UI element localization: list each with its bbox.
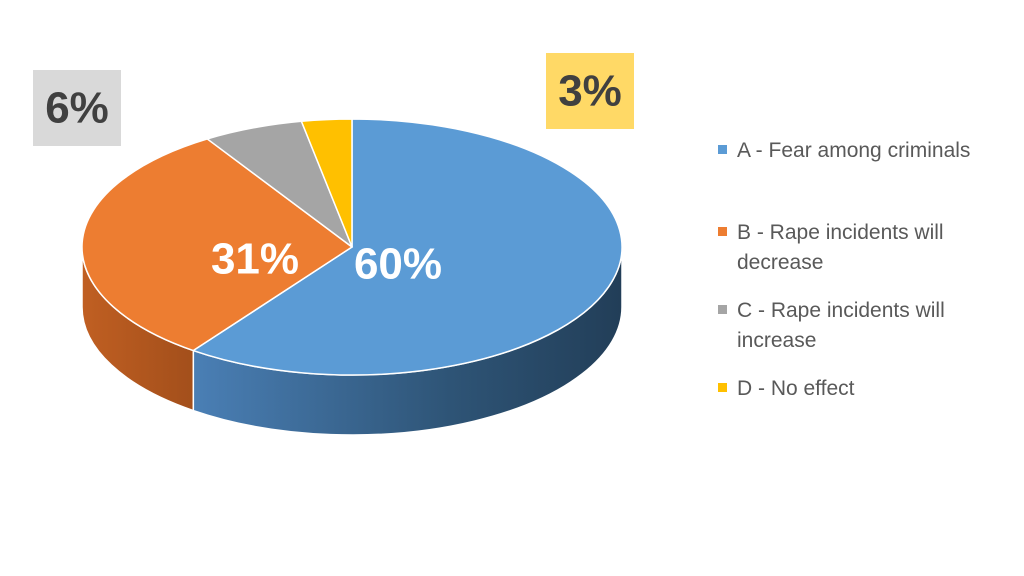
pie-slice-b [81, 138, 353, 352]
data-label-b: 31% [211, 235, 299, 284]
legend-swatch-a [718, 145, 727, 154]
legend-item-d: D - No effect [718, 374, 855, 404]
legend-item-b: B - Rape incidents will decrease [718, 218, 968, 278]
data-label-d: 3% [558, 67, 622, 116]
pie-slice-d [300, 118, 353, 248]
data-label-box-d [546, 53, 634, 129]
legend-swatch-d [718, 383, 727, 392]
legend-swatch-c [718, 305, 727, 314]
legend-label-c: C - Rape incidents will increase [737, 299, 945, 352]
pie-slice-a [192, 118, 623, 376]
data-label-c: 6% [45, 84, 109, 133]
legend-label-a: A - Fear among criminals [737, 139, 971, 162]
legend-item-c: C - Rape incidents will increase [718, 296, 968, 356]
data-label-a: 60% [354, 240, 442, 289]
legend-swatch-b [718, 227, 727, 236]
legend-label-b: B - Rape incidents will decrease [737, 221, 944, 274]
legend-item-a: A - Fear among criminals [718, 136, 970, 166]
data-label-box-c [33, 70, 121, 146]
legend-label-d: D - No effect [737, 377, 855, 400]
